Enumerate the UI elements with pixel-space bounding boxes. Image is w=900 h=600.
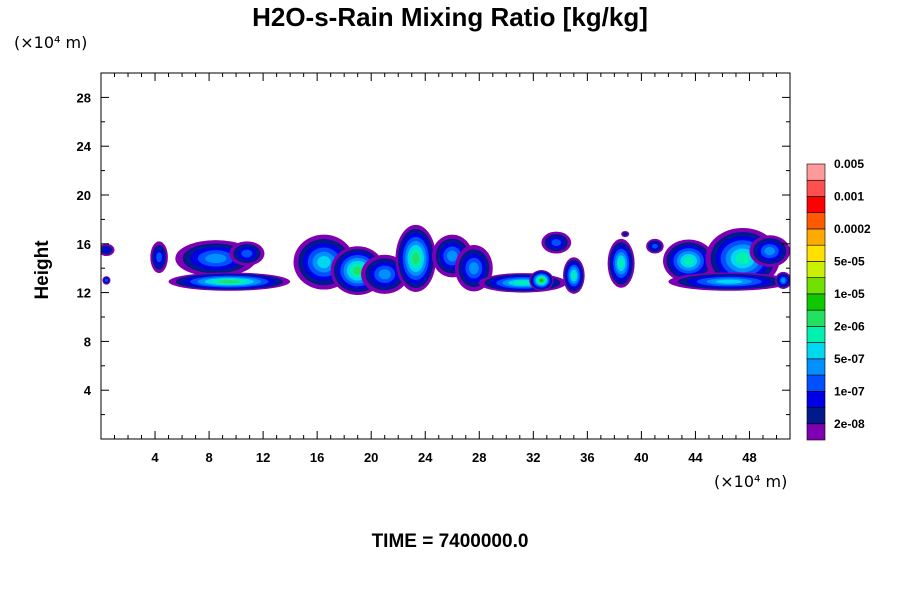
colorbar: 2e-08 1e-07 5e-07 2e-06 1e-05 5e-05 0.0002 0.00… [806, 157, 871, 441]
y-tick-label: 4 [84, 383, 92, 398]
y-tick-label: 20 [77, 188, 91, 203]
contour-level [241, 249, 253, 258]
x-tick-label: 16 [310, 450, 324, 465]
x-tick-label: 32 [526, 450, 540, 465]
colorbar-swatch [806, 179, 826, 197]
colorbar-label: 2e-08 [834, 417, 865, 431]
rain-cell [668, 272, 790, 291]
colorbar-swatch [806, 390, 826, 408]
x-tick-label: 24 [418, 450, 433, 465]
rain-cell [175, 240, 257, 277]
plot-frame [100, 72, 791, 440]
colorbar-swatch [806, 277, 826, 295]
contour-level [715, 279, 743, 284]
contour-level [781, 278, 786, 283]
rain-cell [749, 235, 790, 267]
contour-level [618, 258, 624, 268]
contour-level [551, 239, 562, 247]
colorbar-swatch [806, 261, 826, 278]
contour-level [205, 253, 227, 264]
colorbar-swatch [806, 358, 826, 376]
y-unit-label: (×10⁴ m) [14, 33, 88, 52]
rain-cell [529, 270, 554, 291]
colorbar-swatch [806, 163, 826, 181]
rain-cell [101, 243, 115, 256]
rain-cell [607, 238, 635, 288]
contour-level [447, 250, 458, 262]
contour-level [104, 278, 108, 282]
y-tick-label: 28 [77, 90, 91, 105]
colorbar-swatch [806, 342, 826, 360]
x-tick-label: 36 [580, 450, 594, 465]
colorbar-swatch [806, 212, 826, 230]
x-axis-ticks: 4 8 12 16 20 24 28 32 36 40 44 48 [114, 73, 777, 465]
y-tick-label: 16 [77, 237, 91, 252]
colorbar-swatch [806, 309, 826, 327]
colorbar-swatch [806, 293, 826, 311]
chart-title: H2O-s-Rain Mixing Ratio [kg/kg] [252, 2, 648, 32]
contour-level [622, 232, 628, 236]
rain-cell [563, 257, 585, 294]
x-tick-label: 8 [205, 450, 212, 465]
contour-level [514, 280, 531, 285]
x-tick-label: 44 [688, 450, 703, 465]
contour-level [683, 256, 694, 265]
colorbar-label: 5e-07 [834, 352, 865, 366]
colorbar-label: 0.001 [834, 189, 864, 203]
contour-level [219, 280, 240, 284]
x-tick-label: 4 [151, 450, 159, 465]
rain-cell [102, 276, 111, 285]
colorbar-label: 1e-07 [834, 384, 865, 398]
contour-level [652, 243, 658, 249]
contour-level [764, 247, 775, 256]
colorbar-swatch [806, 423, 826, 441]
contour-level [412, 252, 420, 265]
rain-cell [541, 231, 572, 254]
time-label: TIME = 7400000.0 [371, 531, 529, 552]
colorbar-label: 0.005 [834, 157, 864, 171]
colorbar-label: 5e-05 [834, 254, 865, 268]
x-tick-label: 28 [472, 450, 486, 465]
rain-cell [168, 272, 291, 291]
contour-level [468, 262, 479, 275]
contour-level [317, 256, 331, 269]
colorbar-label: 0.0002 [834, 222, 871, 236]
y-tick-label: 24 [77, 139, 92, 154]
contour-level [103, 247, 110, 253]
colorbar-label: 1e-05 [834, 287, 865, 301]
rain-cell [395, 224, 437, 292]
rain-cell [775, 271, 790, 289]
colorbar-swatch [806, 407, 826, 425]
y-tick-label: 12 [77, 286, 91, 301]
rain-cell [478, 273, 567, 293]
x-tick-label: 48 [742, 450, 756, 465]
x-tick-label: 12 [256, 450, 270, 465]
rain-cell [663, 239, 715, 283]
contour-level [353, 266, 363, 275]
contour-field [101, 224, 790, 296]
colorbar-swatch [806, 228, 826, 246]
colorbar-swatch [806, 326, 826, 343]
colorbar-swatch [806, 196, 826, 214]
rain-cell [150, 241, 168, 274]
contour-level [571, 272, 576, 279]
rain-cell [646, 238, 664, 254]
contour-level [378, 269, 391, 280]
contour-level [156, 252, 162, 263]
x-tick-label: 40 [634, 450, 648, 465]
contour-level [735, 252, 750, 265]
x-unit-label: (×10⁴ m) [714, 472, 788, 491]
rain-cell [229, 241, 265, 266]
contour-level [539, 278, 544, 282]
rain-cell [621, 230, 630, 238]
y-tick-label: 8 [84, 334, 91, 349]
colorbar-label: 2e-06 [834, 319, 865, 333]
colorbar-swatch [806, 374, 826, 392]
y-axis-ticks: 4 8 12 16 20 24 28 [77, 90, 790, 416]
x-tick-label: 20 [364, 450, 378, 465]
colorbar-swatch [806, 244, 826, 262]
